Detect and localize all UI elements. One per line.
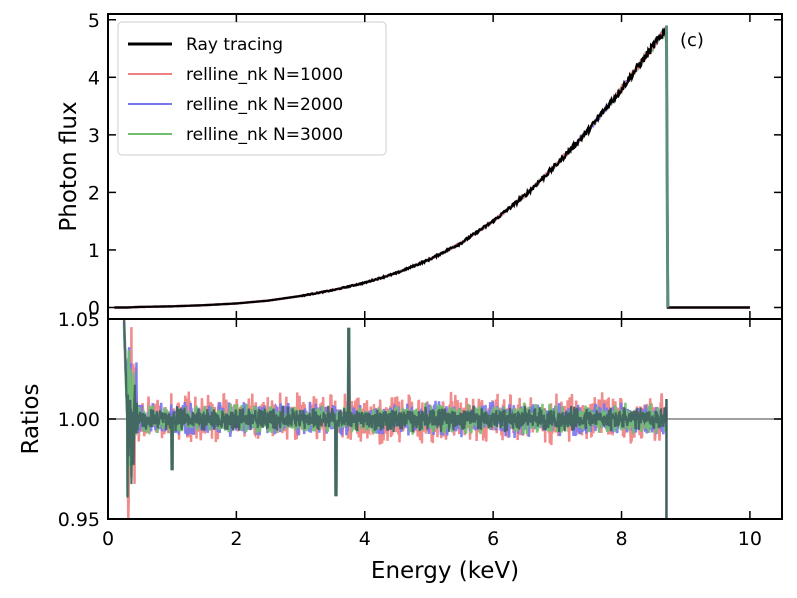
curve-ray-tracing	[114, 27, 750, 309]
y-tick-label-top: 2	[88, 182, 100, 204]
x-tick-label: 0	[102, 528, 114, 550]
x-tick-label: 4	[359, 528, 371, 550]
legend-box	[117, 21, 387, 156]
y-tick-label-bottom: 0.95	[58, 509, 100, 531]
y-tick-label-top: 4	[88, 67, 100, 89]
y-tick-label-top: 3	[88, 125, 100, 147]
y-tick-label-bottom: 1.00	[58, 409, 100, 431]
legend-label: Ray tracing	[186, 35, 283, 55]
x-tick-label: 6	[487, 528, 499, 550]
x-axis-title: Energy (keV)	[371, 558, 519, 584]
drop-edge	[664, 25, 670, 308]
panel-label: (c)	[680, 30, 704, 51]
y-tick-label-bottom: 1.05	[58, 309, 100, 331]
ratio-overlap	[122, 318, 668, 498]
y-tick-label-top: 5	[88, 10, 100, 32]
legend-label: relline_nk N=3000	[186, 125, 343, 145]
legend-label: relline_nk N=2000	[186, 95, 343, 115]
y-axis-title-top: Photon flux	[56, 101, 82, 231]
y-axis-title-bottom: Ratios	[18, 383, 44, 454]
legend: Ray tracing relline_nk N=1000 relline_nk N…	[117, 21, 387, 156]
y-tick-label-top: 0	[88, 297, 100, 319]
x-tick-label: 2	[230, 528, 242, 550]
top-panel	[114, 25, 750, 309]
x-tick-label: 8	[615, 528, 627, 550]
x-tick-label: 10	[738, 528, 762, 550]
legend-label: relline_nk N=1000	[186, 65, 343, 85]
bottom-panel	[108, 318, 782, 520]
y-tick-label-top: 1	[88, 240, 100, 262]
